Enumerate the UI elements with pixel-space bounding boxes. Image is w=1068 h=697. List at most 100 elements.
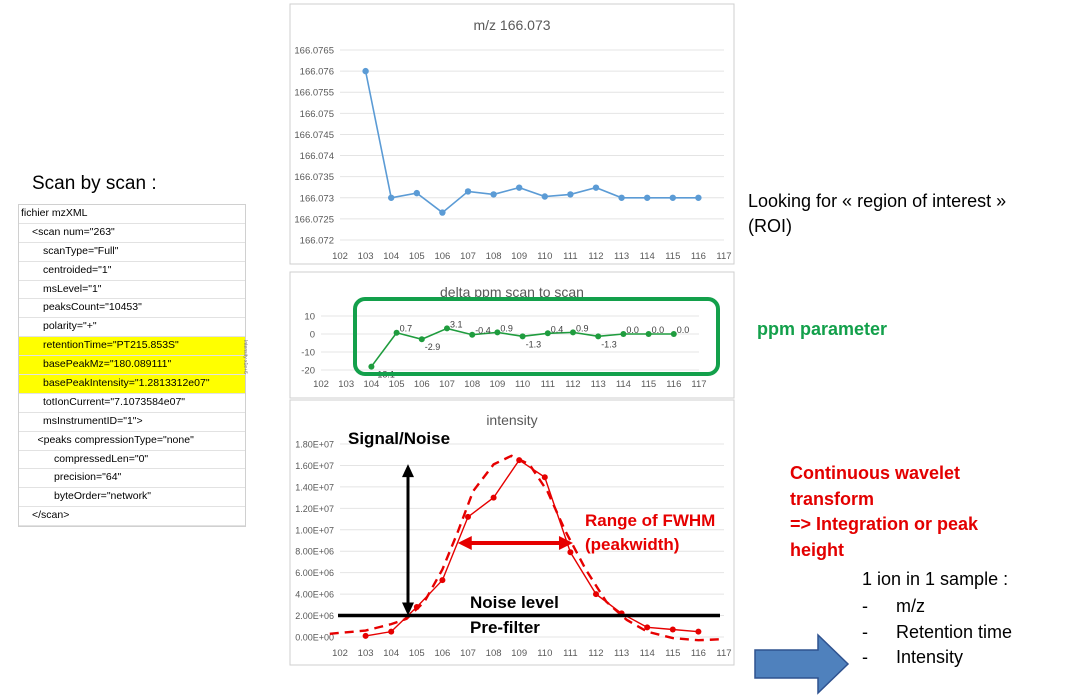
pre-filter-label: Pre-filter [470,618,540,637]
x-tick-label: 103 [358,648,374,659]
x-tick-label: 106 [434,251,450,262]
ppm-parameter-label: ppm parameter [757,319,888,339]
ppm-data-label: 0.0 [652,325,665,335]
ppm-point [595,333,602,340]
x-tick-label: 109 [511,251,527,262]
ppm-point [544,330,551,337]
y-tick-label: 166.076 [300,67,334,78]
ion-title: 1 ion in 1 sample : [862,569,1009,589]
x-tick-label: 106 [434,648,450,659]
xml-row: <peaks compressionType="none" [19,432,245,451]
mz-point [567,191,574,198]
roi-line-2: (ROI) [748,216,792,236]
mz-point [541,193,548,200]
noise-level-label: Noise level [470,593,559,612]
x-tick-label: 110 [537,648,552,659]
x-tick-label: 110 [515,379,530,390]
x-tick-label: 112 [588,648,603,659]
ppm-data-label: 0.0 [626,325,639,335]
x-tick-label: 117 [716,251,731,262]
side-axis-label: Intensity x1e+6 [242,340,248,374]
intensity-point [541,474,548,481]
cwt-line-2: transform [790,488,875,509]
x-tick-label: 115 [641,379,656,390]
x-tick-label: 102 [332,648,348,659]
mz-chart-title: m/z 166.073 [473,17,550,33]
x-tick-label: 117 [716,648,731,659]
x-tick-label: 116 [691,251,706,262]
intensity-chart: 0.00E+00 2.00E+06 4.00E+06 6.00E+06 8.00E+06… [295,440,731,660]
ppm-data-label: 0.4 [551,324,564,334]
ppm-point [645,331,652,337]
x-tick-label: 103 [358,251,374,262]
roi-line-1: Looking for « region of interest » [748,191,1007,211]
y-tick-label: 166.0735 [294,172,334,183]
ppm-point [620,331,627,337]
xml-row: basePeakIntensity="1.2813312e07" [19,375,245,394]
ppm-point [670,331,677,337]
mz-point [464,188,472,195]
ion-item-label: Intensity [896,647,964,667]
x-tick-label: 110 [537,251,552,262]
signal-noise-arrowhead-down [402,602,414,616]
y-tick-label: -20 [301,366,315,377]
x-tick-label: 111 [563,648,577,659]
mz-chart: 166.072 166.0725 166.073 166.0735 166.074 166… [294,46,731,263]
xml-row: fichier mzXML [19,205,245,224]
y-tick-label: 166.073 [300,193,334,204]
intensity-point [593,591,599,598]
ppm-data-label: 3.1 [450,319,463,329]
y-tick-label: 0.00E+00 [295,633,334,643]
mz-point [669,194,676,201]
mz-point [439,209,446,216]
x-tick-label: 112 [588,251,603,262]
mzxml-table: fichier mzXML <scan num="263" scanType="Fu… [18,204,246,528]
x-tick-label: 105 [409,648,425,659]
intensity-annotations: Signal/Noise Range of FWHM (peakwidth) N… [348,429,715,637]
x-tick-label: 105 [389,379,405,390]
peakwidth-label: (peakwidth) [585,535,679,554]
x-tick-label: 106 [414,379,430,390]
ion-dash: - [862,596,868,616]
mz-point [618,194,625,201]
y-tick-label: 166.074 [300,151,334,162]
fwhm-label: Range of FWHM [585,511,715,530]
fwhm-arrowhead-left [457,536,472,550]
x-tick-label: 115 [665,251,680,262]
y-tick-label: 2.00E+06 [295,611,334,621]
cwt-text: Continuous wavelet transform => Integrat… [790,461,978,563]
ppm-point [469,331,476,338]
ppm-data-label: -2.9 [425,342,441,352]
xml-row: retentionTime="PT215.853S" [19,337,245,357]
xml-row: </scan> [19,507,245,527]
ppm-data-label: -1.3 [526,339,542,349]
mz-point [490,191,497,198]
roi-text: Looking for « region of interest » (ROI) [748,189,1006,239]
ppm-point [494,329,501,336]
cwt-line-4: height [790,539,844,560]
y-tick-label: 166.0745 [294,130,334,141]
x-tick-label: 113 [614,251,629,262]
cwt-line-1: Continuous wavelet [790,463,961,483]
ppm-data-label: 0.0 [677,325,690,335]
y-tick-label: -10 [301,348,315,359]
y-tick-label: 166.0765 [294,46,334,57]
ppm-point [570,329,576,336]
mz-point [413,189,420,197]
ion-item-label: m/z [896,596,925,616]
ppm-data-label: 0.7 [400,324,413,334]
x-tick-label: 117 [691,379,706,390]
x-tick-label: 104 [383,251,399,262]
x-tick-label: 103 [338,379,354,390]
mz-point [516,184,523,191]
mz-point [695,194,702,201]
cwt-line-3: => Integration or peak [790,514,979,534]
y-tick-label: 6.00E+06 [295,568,334,578]
ion-list: - m/z - Retention time - Intensity [862,594,1012,671]
xml-row: basePeakMz="180.089111" [19,356,245,376]
xml-row: centroided="1" [19,262,245,281]
x-tick-label: 105 [409,251,425,262]
y-tick-label: 4.00E+06 [295,590,334,600]
ppm-point [393,329,400,336]
